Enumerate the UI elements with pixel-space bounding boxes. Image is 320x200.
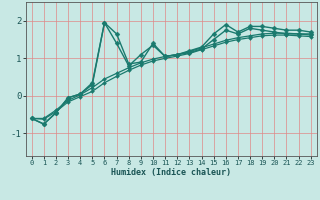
- X-axis label: Humidex (Indice chaleur): Humidex (Indice chaleur): [111, 168, 231, 177]
